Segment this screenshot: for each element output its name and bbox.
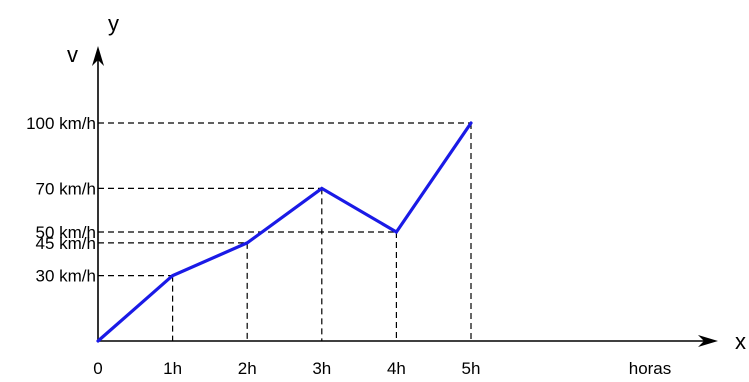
x-tick-label: 5h [462, 359, 481, 378]
x-unit-label: horas [629, 359, 672, 378]
guide-lines-layer [98, 122, 472, 341]
tick-labels-layer: 0 1h 2h 3h 4h 5h 30 km/h 45 km/h50 km/h 70 km/h 1… [26, 114, 480, 378]
y-tick-label: 70 km/h [36, 179, 96, 198]
x-axis-name-label: x [735, 329, 746, 354]
y-axis-arrowhead [92, 46, 104, 66]
y-axis-name-label: y [108, 11, 119, 36]
y-variable-label: v [67, 42, 78, 67]
x-axis-arrowhead [698, 335, 718, 347]
x-tick-label: 4h [387, 359, 406, 378]
x-tick-label: 2h [238, 359, 257, 378]
y-tick-label: 45 km/h [36, 234, 96, 253]
y-tick-label: 50 km/h [36, 223, 96, 242]
y-tick-label: 100 km/h [26, 114, 96, 133]
x-tick-label: 0 [93, 359, 102, 378]
x-tick-label: 3h [312, 359, 331, 378]
y-tick-label: 30 km/h [36, 267, 96, 286]
speed-series-line [96, 121, 473, 343]
x-tick-label: 1h [163, 359, 182, 378]
